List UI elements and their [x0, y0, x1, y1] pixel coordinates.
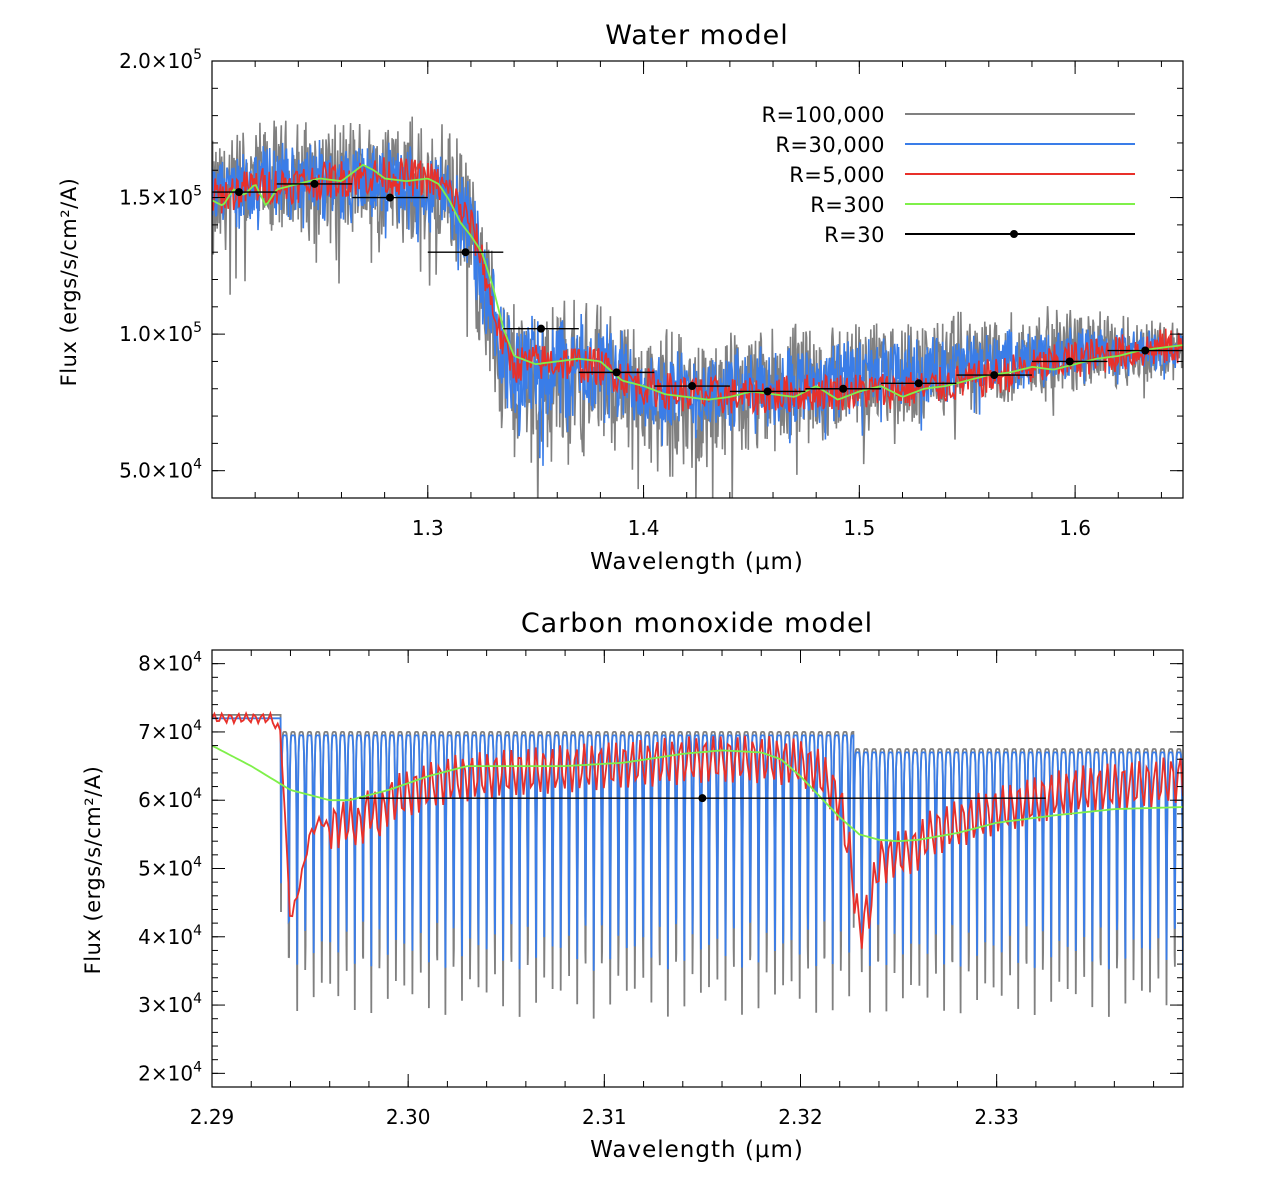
co-x-tick-label: 2.30: [386, 1105, 431, 1129]
co-x-axis-label: Wavelength (μm): [590, 1137, 804, 1163]
water-chart-title: Water model: [605, 20, 788, 51]
co-x-tick-label: 2.29: [190, 1105, 235, 1129]
water-series-r-30-point-8: [839, 384, 848, 393]
co-y-tick-label: 3×104: [138, 991, 202, 1017]
water-legend-label-r-30-000: R=30,000: [775, 133, 885, 157]
water-series-r-30-point-7: [763, 387, 772, 396]
water-legend: R=100,000 R=30,000 R=5,000 R=300 R=30: [761, 103, 1135, 247]
water-x-tick-label: 1.3: [412, 516, 444, 540]
water-legend-marker: [1010, 230, 1018, 238]
water-series-r-30-point-10: [990, 371, 999, 380]
water-series-r-30-point-12: [1141, 346, 1150, 355]
water-series-r-300: [212, 163, 1183, 401]
co-series-r-300: [212, 744, 1183, 843]
water-series-r-30-point-2: [386, 193, 395, 202]
water-series-r-30-point-11: [1065, 357, 1074, 366]
water-series-r-30-point-1: [310, 179, 319, 188]
co-series-r-30-point-0: [698, 794, 707, 803]
water-series-r-30-point-3: [461, 248, 470, 257]
co-series-group: [212, 710, 1183, 1019]
water-y-tick-label: 1.0×105: [119, 320, 202, 346]
water-plot-area: [212, 116, 1183, 498]
water-series-r-30-point-6: [688, 382, 697, 391]
water-y-tick-label: 2.0×105: [119, 47, 202, 73]
water-series-r-30-point-9: [914, 379, 923, 388]
co-y-tick-label: 2×104: [138, 1059, 202, 1085]
water-x-axis-label: Wavelength (μm): [590, 549, 804, 575]
water-series-r-30-point-4: [537, 324, 546, 333]
co-series-r-100-000: [212, 714, 1183, 1019]
co-x-tick-label: 2.32: [778, 1105, 823, 1129]
water-legend-label-r-30: R=30: [824, 223, 885, 247]
water-y-tick-label: 5.0×104: [119, 457, 202, 483]
water-series-r-30-point-5: [612, 368, 621, 377]
co-y-tick-label: 8×104: [138, 650, 202, 676]
water-legend-label-r-5-000: R=5,000: [789, 163, 885, 187]
water-axes: 1.3 1.4 1.5 1.6 5.0×104 1.0×105 1.5×105 2.0×105: [119, 47, 1183, 540]
co-y-tick-label: 4×104: [138, 923, 202, 949]
water-y-axis-label: Flux (ergs/s/cm²/A): [57, 178, 81, 387]
co-plot-area: [212, 710, 1183, 1019]
water-x-tick-label: 1.6: [1059, 516, 1091, 540]
water-series-group: [212, 116, 1183, 498]
water-y-tick-label: 1.5×105: [119, 184, 202, 210]
water-model-panel: Water model 1.3 1.4 1.5 1.65.0×1041.0×1051.…: [57, 20, 1184, 575]
co-axes: 2.29 2.30 2.31 2.32 2.33 2×104 3×104 4×104 5×104…: [138, 649, 1183, 1129]
co-y-axis-label: Flux (ergs/s/cm²/A): [81, 766, 105, 975]
co-y-tick-label: 7×104: [138, 718, 202, 744]
co-model-panel: Carbon monoxide model 2.29 2.30 2.31 2.32 2.…: [81, 608, 1184, 1163]
co-plot-frame: [211, 649, 1184, 1088]
water-x-tick-label: 1.5: [843, 516, 875, 540]
co-series-r-5-000: [212, 710, 1183, 949]
co-x-tick-label: 2.31: [582, 1105, 627, 1129]
water-x-tick-label: 1.4: [628, 516, 660, 540]
co-y-tick-label: 5×104: [138, 855, 202, 881]
co-series-r-30-000: [212, 717, 1183, 971]
water-legend-label-r-300: R=300: [810, 193, 885, 217]
water-series-r-30-point-0: [234, 188, 243, 197]
co-y-tick-label: 6×104: [138, 786, 202, 812]
water-legend-label-r-100-000: R=100,000: [761, 103, 885, 127]
co-chart-title: Carbon monoxide model: [521, 608, 873, 639]
co-x-tick-label: 2.33: [974, 1105, 1019, 1129]
